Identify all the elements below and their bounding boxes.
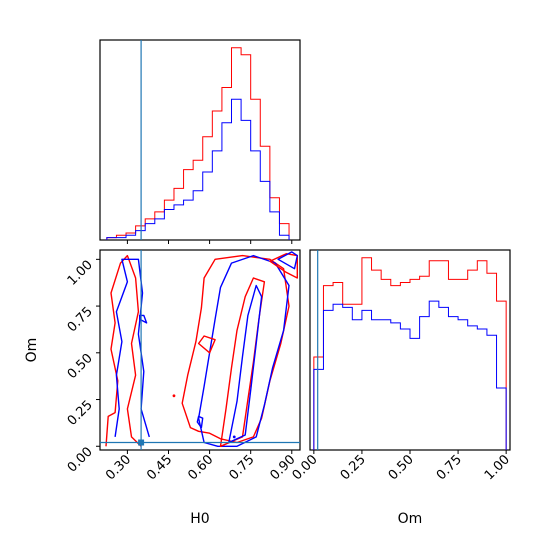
contour-level-4 (219, 277, 266, 447)
hist-om-frame (309, 249, 511, 451)
hist-h0-panel (99, 39, 301, 244)
contour-level-9 (269, 253, 298, 279)
hist-om-tick-label-1: 0.25 (338, 452, 369, 483)
hist-om-step-series-1 (313, 300, 507, 450)
hist-h0-frame (99, 39, 301, 241)
contour-x-tick-label-1: 0.45 (144, 452, 175, 483)
contour-y-tick-label-3: 0.75 (65, 304, 96, 335)
hist-h0-step-series-0 (106, 47, 290, 240)
x-axis-label-om: Om (398, 511, 423, 527)
contour-level-5 (228, 284, 263, 444)
contour-level-2 (114, 258, 150, 438)
contour-level-7 (196, 415, 204, 429)
contour-lines (100, 250, 300, 450)
hist-om-step-series-0 (313, 257, 507, 450)
contour-frame (99, 249, 301, 451)
contour-level-10 (277, 251, 298, 270)
hist-om-tick-label-0: 0.00 (290, 452, 321, 483)
hist-om-ticks: 0.00 0.25 0.50 0.75 1.00 (290, 450, 513, 483)
hist-om-tick-label-3: 0.75 (434, 452, 465, 483)
contour-dot-2 (232, 435, 236, 439)
x-axis-label-h0: H0 (190, 511, 209, 527)
contour-level-1 (181, 254, 290, 444)
contour-clip-group (100, 250, 300, 450)
hist-h0-step-series-1 (106, 98, 290, 240)
contour-level-6 (139, 314, 148, 324)
contour-x-tick-label-0: 0.30 (103, 452, 134, 483)
y-axis-label-om: Om (24, 338, 40, 363)
hist-om-series (313, 250, 507, 450)
hist-om-tick-label-2: 0.50 (386, 452, 417, 483)
hist-h0-series (106, 40, 290, 240)
contour-y-tick-label-4: 1.00 (65, 258, 96, 289)
contour-x-tick-label-2: 0.60 (185, 452, 216, 483)
truth-marker (138, 439, 145, 446)
contour-level-3 (197, 254, 290, 447)
contour-level-8 (197, 335, 216, 354)
contour-y-tick-label-0: 0.00 (65, 444, 96, 475)
hist-om-tick-label-4: 1.00 (482, 452, 513, 483)
contour-dot-0 (172, 394, 176, 398)
contour-panel: 0.30 0.45 0.60 0.75 0.900.000.250.500.751.00 (65, 249, 301, 483)
contour-x-tick-label-3: 0.75 (226, 452, 257, 483)
contour-y-tick-label-2: 0.50 (65, 351, 96, 382)
contour-y-tick-label-1: 0.25 (65, 398, 96, 429)
hist-h0-ticks (126, 240, 293, 244)
hist-om-panel: 0.00 0.25 0.50 0.75 1.00 (290, 249, 513, 483)
